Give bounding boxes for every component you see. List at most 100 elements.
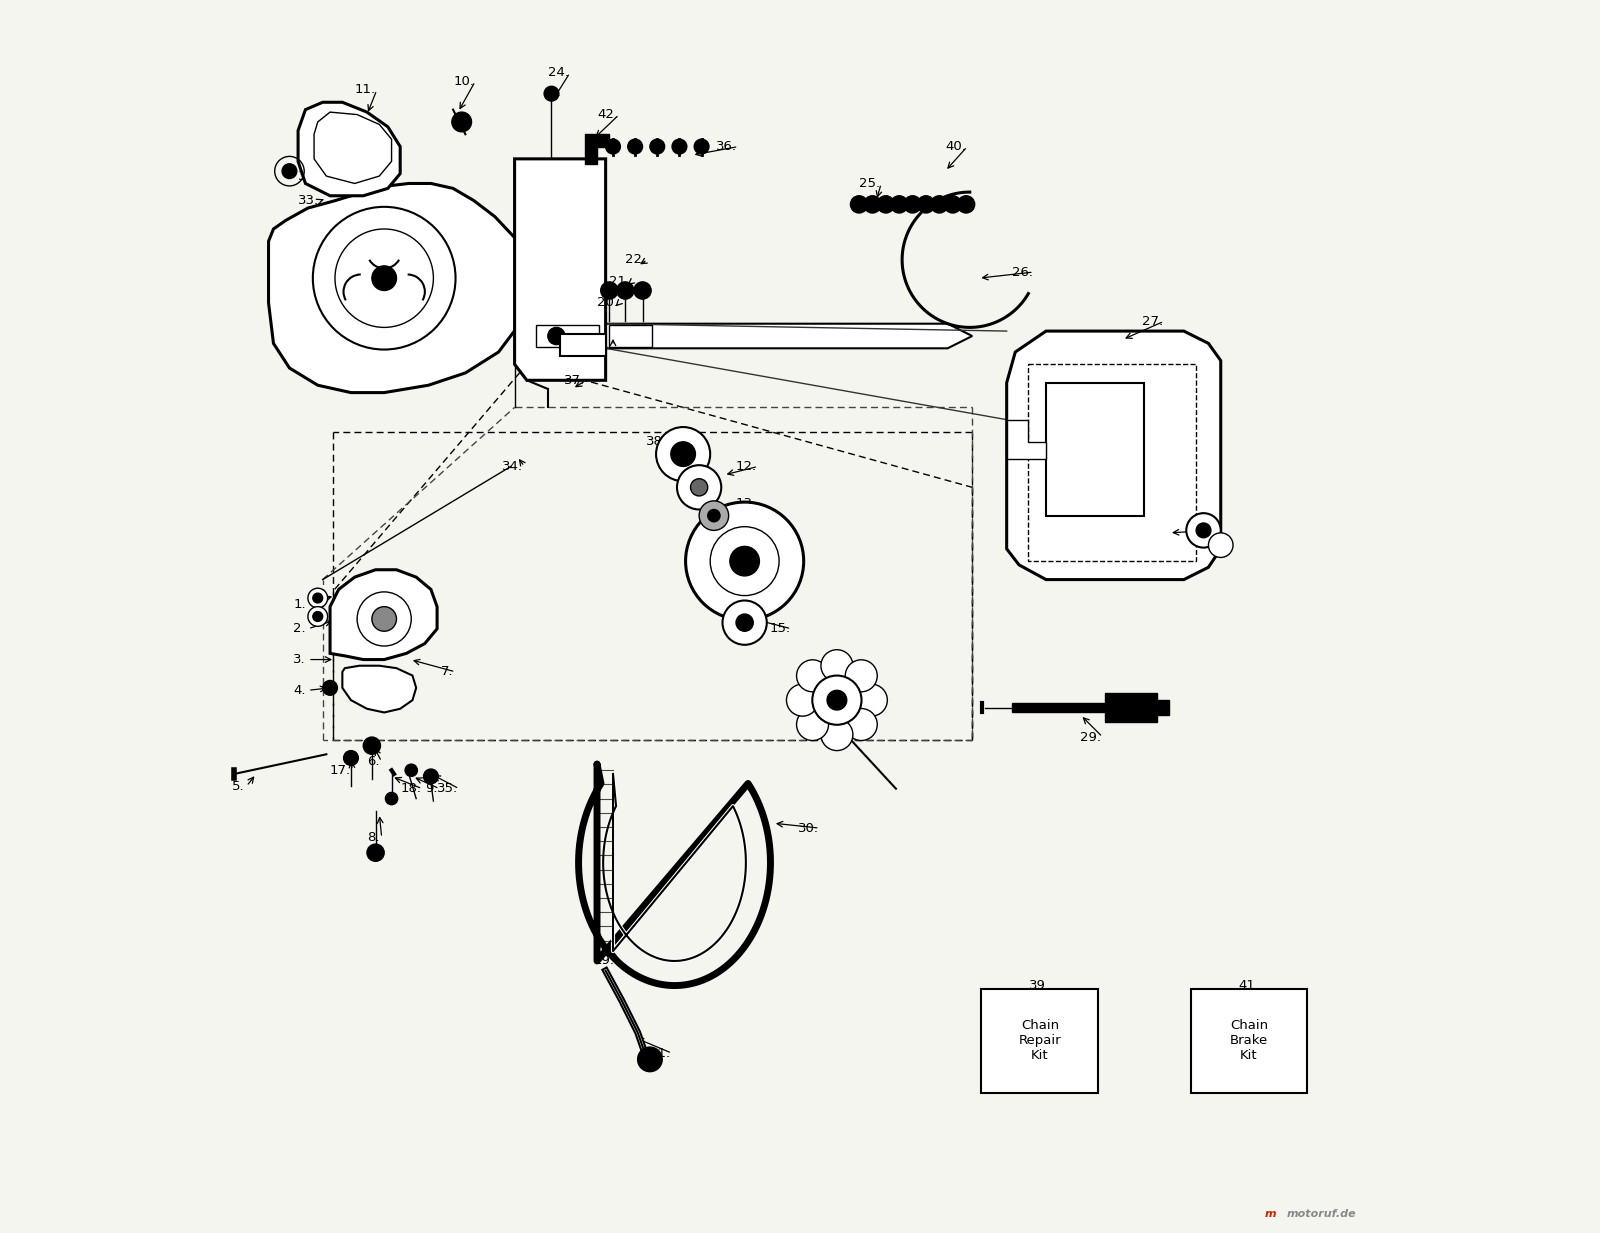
Circle shape bbox=[307, 607, 328, 626]
Circle shape bbox=[736, 614, 754, 631]
Circle shape bbox=[672, 139, 686, 154]
Text: 33.: 33. bbox=[298, 194, 318, 207]
Polygon shape bbox=[342, 666, 416, 713]
Text: motoruf.de: motoruf.de bbox=[1286, 1210, 1357, 1219]
Circle shape bbox=[821, 650, 853, 682]
Circle shape bbox=[864, 196, 882, 213]
Circle shape bbox=[944, 196, 962, 213]
Circle shape bbox=[723, 600, 766, 645]
Text: 21.: 21. bbox=[610, 275, 630, 289]
Circle shape bbox=[357, 592, 411, 646]
Text: 28.: 28. bbox=[1192, 524, 1213, 536]
Circle shape bbox=[547, 328, 565, 344]
Circle shape bbox=[363, 737, 381, 755]
Text: 20.: 20. bbox=[597, 296, 618, 309]
Circle shape bbox=[845, 660, 877, 692]
Text: 16.: 16. bbox=[827, 690, 848, 703]
Circle shape bbox=[691, 478, 707, 496]
Text: 11.: 11. bbox=[355, 84, 376, 96]
Text: 2.: 2. bbox=[293, 623, 306, 635]
Text: 15.: 15. bbox=[770, 623, 790, 635]
Circle shape bbox=[405, 764, 418, 777]
Circle shape bbox=[957, 196, 974, 213]
Circle shape bbox=[797, 660, 829, 692]
Polygon shape bbox=[269, 184, 526, 392]
Text: 19.: 19. bbox=[594, 954, 614, 968]
Circle shape bbox=[544, 86, 558, 101]
Text: 40.: 40. bbox=[946, 141, 966, 153]
Text: 8.: 8. bbox=[366, 831, 379, 845]
Circle shape bbox=[813, 676, 861, 725]
Circle shape bbox=[699, 501, 728, 530]
Circle shape bbox=[307, 588, 328, 608]
Text: 26.: 26. bbox=[1011, 265, 1032, 279]
Text: 18.: 18. bbox=[400, 782, 421, 795]
Text: 17.: 17. bbox=[330, 763, 350, 777]
Circle shape bbox=[627, 139, 643, 154]
Text: 13.: 13. bbox=[736, 497, 757, 509]
Bar bbox=[981, 989, 1098, 1094]
Circle shape bbox=[371, 607, 397, 631]
Circle shape bbox=[845, 709, 877, 741]
Text: 23.: 23. bbox=[590, 339, 611, 353]
Text: 35.: 35. bbox=[437, 782, 458, 795]
Text: 42.: 42. bbox=[597, 109, 618, 121]
Text: 41.: 41. bbox=[1238, 979, 1259, 993]
Circle shape bbox=[314, 612, 323, 621]
Bar bbox=[1190, 989, 1307, 1094]
Polygon shape bbox=[584, 134, 610, 164]
Circle shape bbox=[323, 681, 338, 695]
Text: 27.: 27. bbox=[1142, 314, 1163, 328]
Circle shape bbox=[424, 769, 438, 784]
Text: 4.: 4. bbox=[293, 684, 306, 697]
Circle shape bbox=[1186, 513, 1221, 547]
Circle shape bbox=[904, 196, 922, 213]
Polygon shape bbox=[1106, 693, 1170, 723]
Polygon shape bbox=[1006, 419, 1046, 459]
Circle shape bbox=[856, 684, 888, 716]
Circle shape bbox=[821, 719, 853, 751]
Circle shape bbox=[606, 139, 621, 154]
Circle shape bbox=[931, 196, 947, 213]
Circle shape bbox=[314, 593, 323, 603]
Circle shape bbox=[371, 266, 397, 291]
Bar bbox=[536, 326, 600, 346]
Circle shape bbox=[656, 427, 710, 481]
Circle shape bbox=[917, 196, 934, 213]
Circle shape bbox=[1197, 523, 1211, 538]
Text: 7.: 7. bbox=[440, 666, 453, 678]
Circle shape bbox=[616, 282, 634, 300]
Circle shape bbox=[677, 465, 722, 509]
Text: 14.: 14. bbox=[757, 530, 778, 543]
Circle shape bbox=[386, 793, 398, 805]
Text: 25.: 25. bbox=[859, 178, 880, 190]
Circle shape bbox=[827, 690, 846, 710]
Circle shape bbox=[877, 196, 894, 213]
Circle shape bbox=[600, 282, 618, 300]
Circle shape bbox=[787, 684, 819, 716]
Text: 24.: 24. bbox=[547, 67, 570, 79]
Circle shape bbox=[282, 164, 298, 179]
Text: 30.: 30. bbox=[797, 821, 819, 835]
Text: 1.: 1. bbox=[293, 598, 306, 610]
Text: 5.: 5. bbox=[232, 779, 245, 793]
Text: 9.: 9. bbox=[424, 782, 437, 795]
Circle shape bbox=[685, 502, 803, 620]
Circle shape bbox=[634, 282, 651, 300]
Text: 29.: 29. bbox=[1080, 731, 1101, 743]
Text: Chain
Brake
Kit: Chain Brake Kit bbox=[1230, 1020, 1269, 1063]
Text: 36.: 36. bbox=[717, 141, 738, 153]
Text: 39.: 39. bbox=[1029, 979, 1050, 993]
Circle shape bbox=[638, 1047, 662, 1071]
Text: 22.: 22. bbox=[626, 253, 646, 266]
Polygon shape bbox=[526, 324, 973, 348]
Text: 6.: 6. bbox=[366, 755, 379, 768]
Circle shape bbox=[670, 441, 696, 466]
Circle shape bbox=[650, 139, 664, 154]
Circle shape bbox=[851, 196, 867, 213]
Circle shape bbox=[797, 709, 829, 741]
Text: 12.: 12. bbox=[736, 460, 757, 473]
Circle shape bbox=[451, 112, 472, 132]
Polygon shape bbox=[560, 334, 606, 355]
Text: Chain
Repair
Kit: Chain Repair Kit bbox=[1019, 1020, 1061, 1063]
